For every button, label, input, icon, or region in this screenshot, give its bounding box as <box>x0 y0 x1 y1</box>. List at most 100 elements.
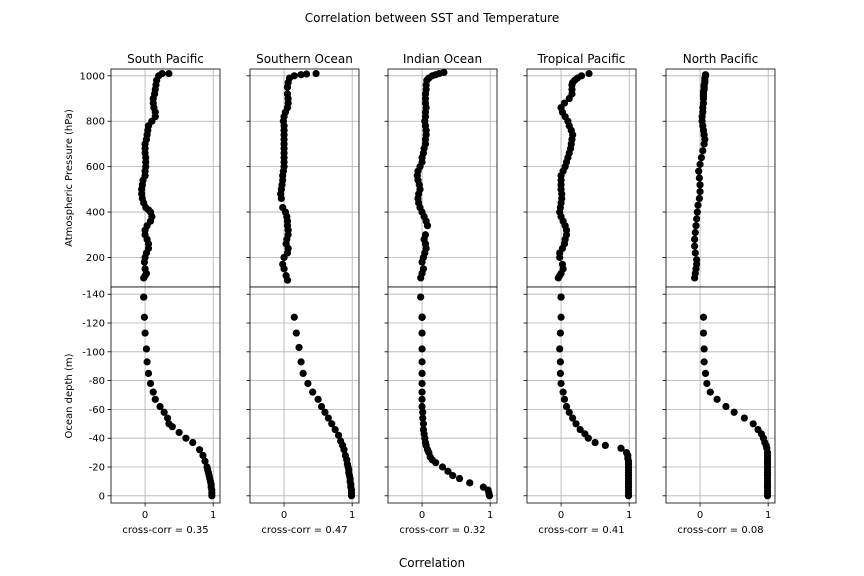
ocean-point <box>444 467 452 475</box>
ocean-frame <box>387 286 498 504</box>
ocean-point <box>700 345 708 353</box>
atmosphere-point <box>699 147 707 155</box>
ocean-point <box>143 358 151 366</box>
ocean-point <box>201 457 209 465</box>
x-tick-label: 0 <box>419 510 425 521</box>
ocean-point <box>334 431 343 439</box>
atmosphere-plot-area <box>666 69 775 287</box>
atmosphere-point <box>421 231 430 239</box>
atmosphere-point <box>695 194 703 203</box>
panel-caption: cross-corr = 0.35 <box>122 525 208 536</box>
atmosphere-point <box>696 160 704 168</box>
ocean-point <box>418 313 426 321</box>
atmosphere-point <box>302 70 311 78</box>
atmosphere-plot-area <box>111 69 220 287</box>
x-tick-label: 0 <box>142 510 148 521</box>
atmosphere-point <box>693 215 701 223</box>
ocean-point <box>701 369 710 377</box>
ocean-point <box>557 293 565 301</box>
ocean-point <box>140 293 148 301</box>
ocean-point <box>146 379 155 388</box>
ocean-point <box>560 395 569 403</box>
x-tick-label: 1 <box>487 510 493 521</box>
atmosphere-point <box>282 272 290 280</box>
ocean-point <box>321 408 329 416</box>
ocean-point <box>331 425 339 434</box>
atmosphere-point <box>585 69 593 78</box>
ocean-point <box>601 441 609 449</box>
ocean-point <box>199 451 207 460</box>
ocean-point <box>304 379 312 388</box>
ocean-point <box>418 379 426 388</box>
ocean-point <box>562 402 571 411</box>
ocean-plot-area <box>666 287 775 503</box>
atmosphere-point <box>560 99 569 107</box>
ocean-point <box>438 463 447 471</box>
atmosphere-point <box>141 265 149 273</box>
ocean-point <box>449 472 457 480</box>
ocean-point <box>713 395 721 403</box>
atmosphere-axes: 200 400 600 800 1000 <box>80 68 221 291</box>
ocean-point <box>151 395 159 403</box>
ocean-frame <box>249 286 360 504</box>
atmosphere-point <box>165 69 173 78</box>
atmosphere-point <box>691 249 699 257</box>
panel-title: Tropical Pacific <box>537 52 626 66</box>
ocean-point <box>328 420 336 428</box>
atmosphere-point <box>691 235 699 243</box>
y-tick-label: -80 <box>89 376 105 387</box>
ocean-point <box>341 451 349 460</box>
ocean-plot-area <box>250 287 359 503</box>
ocean-point <box>569 414 577 422</box>
ocean-point <box>479 483 487 491</box>
ocean-point <box>314 395 322 403</box>
ocean-frame <box>110 286 221 504</box>
x-tick-label: 1 <box>210 510 216 521</box>
ocean-point <box>203 463 211 471</box>
atmosphere-point <box>694 201 702 209</box>
y-tick-label: 400 <box>86 208 105 219</box>
atmosphere-point <box>691 228 699 237</box>
atmosphere-axes <box>246 68 360 291</box>
y-tick-label: 800 <box>86 117 105 128</box>
y-tick-label: 0 <box>99 491 105 502</box>
ocean-point <box>418 345 426 353</box>
atmosphere-ylabel: Atmospheric Pressure (hPa) <box>64 109 75 247</box>
atmosphere-point <box>419 265 428 273</box>
panel-caption: cross-corr = 0.47 <box>261 525 347 536</box>
x-tick-label: 1 <box>765 510 771 521</box>
ocean-point <box>160 408 168 416</box>
ocean-point <box>730 408 738 416</box>
atmosphere-point <box>695 174 703 182</box>
ocean-plot-area <box>527 287 636 503</box>
ocean-plot-area <box>388 287 497 503</box>
atmosphere-axes <box>662 68 776 291</box>
atmosphere-point <box>290 72 298 80</box>
atmosphere-point <box>691 242 699 250</box>
ocean-point <box>418 402 426 411</box>
panel-title: South Pacific <box>127 52 204 66</box>
panel-south-pacific: 200 400 600 800 1000 0 -20 -40 -60 -80 -100 -120 -14… <box>80 52 221 536</box>
ocean-point <box>189 438 197 447</box>
ocean-point <box>556 358 564 366</box>
ocean-point <box>419 414 427 422</box>
atmosphere-point <box>312 69 320 78</box>
ocean-point <box>749 420 757 428</box>
x-tick-label: 0 <box>281 510 287 521</box>
atmosphere-axes <box>523 68 637 291</box>
atmosphere-point <box>279 260 287 268</box>
ocean-point <box>418 395 426 403</box>
ocean-point <box>175 428 183 437</box>
ocean-point <box>557 379 565 388</box>
ocean-point <box>299 369 307 377</box>
ocean-point <box>418 369 426 377</box>
ocean-point <box>699 313 708 321</box>
ocean-point <box>418 388 426 396</box>
y-tick-label: 600 <box>86 162 105 173</box>
